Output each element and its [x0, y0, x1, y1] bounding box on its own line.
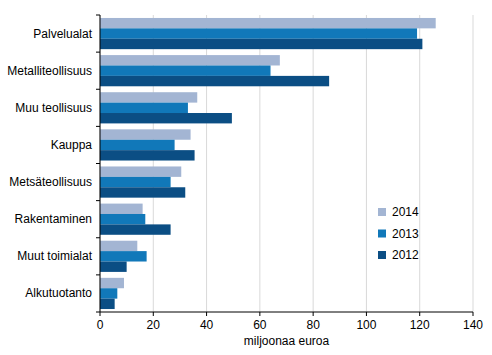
tick-mark	[313, 312, 314, 316]
chart-container: 0 20 40 60 80 100 120 140 Palvelualat Metalliteol…	[0, 0, 492, 355]
category-tick	[96, 274, 100, 275]
bar	[100, 177, 171, 187]
bars	[100, 18, 436, 309]
bar	[100, 187, 185, 197]
tick-label: 120	[410, 318, 430, 332]
bar	[100, 113, 232, 123]
bar	[100, 140, 175, 150]
tick-mark	[259, 312, 260, 316]
bar	[100, 150, 195, 160]
axis-title: miljoonaa euroa	[244, 334, 330, 348]
tick-mark	[366, 312, 367, 316]
bar	[100, 92, 197, 102]
tick-label: 60	[253, 318, 267, 332]
tick-label: 20	[147, 318, 161, 332]
bar	[100, 288, 117, 298]
category-label: Metsäteollisuus	[9, 175, 92, 189]
legend-label: 2013	[392, 227, 419, 241]
category-tick	[96, 15, 100, 16]
tick-label: 0	[97, 318, 104, 332]
y-axis	[100, 15, 101, 312]
tick-mark	[419, 312, 420, 316]
category-label: Kauppa	[51, 138, 93, 152]
tick-mark	[100, 312, 101, 316]
grid-line	[366, 15, 367, 312]
category-label: Muut toimialat	[17, 249, 92, 263]
bar	[100, 18, 436, 28]
tick-mark	[206, 312, 207, 316]
legend-swatch	[378, 230, 386, 238]
bar	[100, 103, 188, 113]
bar	[100, 251, 147, 261]
tick-label: 140	[463, 318, 483, 332]
bar	[100, 214, 145, 224]
legend-swatch	[378, 251, 386, 259]
chart: 0 20 40 60 80 100 120 140 Palvelualat Metalliteol…	[0, 0, 492, 355]
category-label: Alkutuotanto	[25, 286, 92, 300]
grid-line	[313, 15, 314, 312]
bar	[100, 224, 171, 234]
bar	[100, 129, 191, 139]
category-tick	[96, 52, 100, 53]
category-label: Muu teollisuus	[15, 101, 92, 115]
tick-label: 100	[356, 318, 376, 332]
grid-line	[473, 15, 474, 312]
bar	[100, 204, 143, 214]
bar	[100, 278, 124, 288]
category-tick	[96, 200, 100, 201]
category-tick	[96, 89, 100, 90]
tick-mark	[473, 312, 474, 316]
grid-line	[419, 15, 420, 312]
x-axis	[100, 312, 473, 313]
bar	[100, 241, 137, 251]
category-label: Metalliteollisuus	[7, 64, 92, 78]
bar	[100, 39, 422, 49]
tick-label: 40	[200, 318, 214, 332]
bar	[100, 28, 417, 38]
category-tick	[96, 237, 100, 238]
legend-swatch	[378, 208, 386, 216]
category-tick	[96, 312, 100, 313]
bar	[100, 299, 115, 309]
bar	[100, 262, 127, 272]
category-tick	[96, 163, 100, 164]
tick-label: 80	[306, 318, 320, 332]
category-label: Rakentaminen	[15, 212, 92, 226]
bar	[100, 76, 329, 86]
bar	[100, 166, 181, 176]
bar	[100, 55, 280, 65]
legend-label: 2014	[392, 205, 419, 219]
legend: 2014 2013 2012	[378, 205, 419, 262]
category-tick	[96, 126, 100, 127]
bar	[100, 65, 271, 75]
category-label: Palvelualat	[33, 27, 92, 41]
tick-mark	[153, 312, 154, 316]
legend-label: 2012	[392, 248, 419, 262]
grid-line	[100, 15, 101, 312]
